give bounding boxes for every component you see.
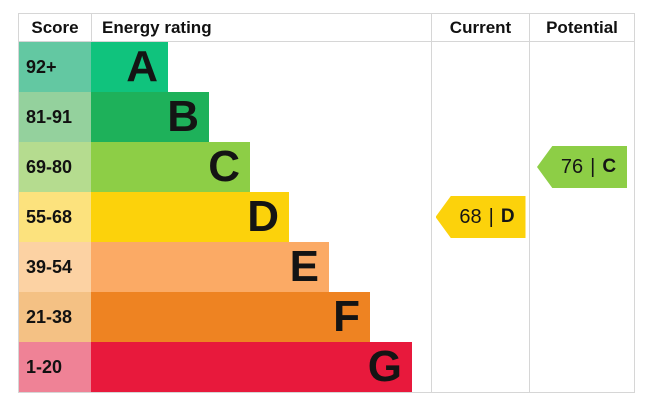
rating-bar: A (91, 42, 168, 92)
rating-bar: C (91, 142, 250, 192)
current-column-cell (431, 242, 529, 292)
score-range-cell: 55-68 (19, 192, 91, 242)
current-column-cell (431, 292, 529, 342)
score-range-label: 55-68 (26, 206, 73, 227)
rating-bar-cell: F (91, 292, 431, 342)
score-range-cell: 39-54 (19, 242, 91, 292)
potential-rating-value: 76 (560, 155, 584, 178)
potential-column-cell (529, 342, 634, 392)
rating-letter: B (167, 92, 199, 141)
current-column-cell (431, 342, 529, 392)
potential-rating-arrow: 76 | C (537, 146, 627, 188)
rating-bar-cell: C (91, 142, 431, 192)
score-range-label: 21-38 (26, 306, 73, 327)
score-range-label: 1-20 (26, 356, 63, 377)
rating-bar-cell: E (91, 242, 431, 292)
header-current: Current (431, 14, 529, 42)
score-range-label: 81-91 (26, 106, 73, 127)
score-range-label: 39-54 (26, 256, 73, 277)
potential-column-cell (529, 292, 634, 342)
score-range-cell: 69-80 (19, 142, 91, 192)
current-column-cell: 68 | D (431, 192, 529, 242)
rating-bar-cell: D (91, 192, 431, 242)
rating-bar: B (91, 92, 209, 142)
current-column-cell (431, 42, 529, 92)
epc-table: Score Energy rating Current Potential 92… (18, 13, 635, 393)
separator: | (590, 155, 596, 178)
rating-letter: F (333, 292, 360, 341)
potential-column-cell (529, 92, 634, 142)
potential-column-cell (529, 42, 634, 92)
rating-letter: G (367, 342, 402, 391)
header-energy-rating: Energy rating (91, 14, 431, 42)
rating-bar-cell: B (91, 92, 431, 142)
rating-letter: E (289, 242, 319, 291)
potential-column-cell (529, 192, 634, 242)
current-column-cell (431, 142, 529, 192)
rating-bar-cell: G (91, 342, 431, 392)
potential-column-cell: 76 | C (529, 142, 634, 192)
rating-letter: D (247, 192, 279, 241)
rating-bar: D (91, 192, 289, 242)
current-rating-band: D (500, 206, 515, 227)
separator: | (488, 205, 494, 228)
score-range-cell: 1-20 (19, 342, 91, 392)
current-rating-value: 68 (459, 205, 482, 228)
potential-column-cell (529, 242, 634, 292)
score-range-cell: 81-91 (19, 92, 91, 142)
rating-letter: C (208, 142, 240, 191)
rating-bar-cell: A (91, 42, 431, 92)
score-range-label: 92+ (26, 56, 57, 77)
potential-rating-band: C (602, 156, 617, 177)
score-range-cell: 92+ (19, 42, 91, 92)
header-score: Score (19, 14, 91, 42)
rating-bar: F (91, 292, 370, 342)
rating-bar: G (91, 342, 412, 392)
rating-letter: A (126, 42, 158, 91)
rating-bar: E (91, 242, 329, 292)
score-range-label: 69-80 (26, 156, 73, 177)
current-rating-arrow: 68 | D (435, 196, 526, 238)
header-potential: Potential (529, 14, 634, 42)
current-column-cell (431, 92, 529, 142)
score-range-cell: 21-38 (19, 292, 91, 342)
